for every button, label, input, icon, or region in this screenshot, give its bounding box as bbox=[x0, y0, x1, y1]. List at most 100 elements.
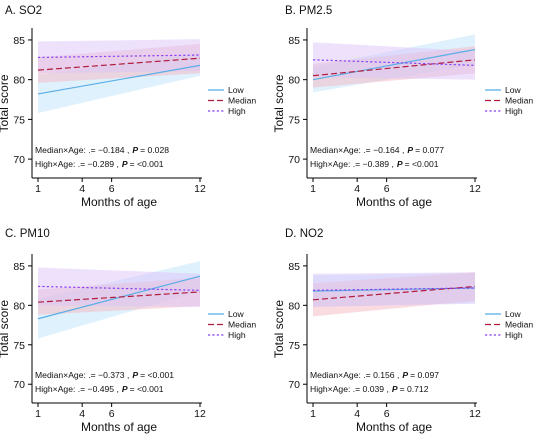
x-tick-label: 12 bbox=[194, 183, 206, 195]
y-tick-label: 70 bbox=[288, 379, 300, 391]
p-value: = 0.028 bbox=[140, 145, 169, 155]
chart-panel-c: C. PM10 1 4 6 12 70 75 80 85 Months of age Total s… bbox=[0, 228, 256, 434]
p-symbol: P bbox=[122, 384, 128, 394]
annotation-label: High×Age: .= −0.289 , bbox=[35, 159, 119, 169]
series-line-high bbox=[312, 59, 476, 66]
legend-label-low: Low bbox=[505, 85, 522, 95]
chart-panel-d: D. NO2 1 4 6 12 70 75 80 85 Months of age Total sc… bbox=[272, 228, 533, 434]
x-axis-label: Months of age bbox=[356, 195, 432, 209]
x-tick-label: 1 bbox=[35, 408, 41, 420]
x-axis-label: Months of age bbox=[81, 420, 157, 434]
legend-label-high: High bbox=[505, 106, 523, 116]
x-tick-label: 6 bbox=[384, 183, 390, 195]
interaction-annotation: Median×Age: .= −0.164 , P = 0.077 bbox=[310, 145, 444, 155]
x-tick-label: 6 bbox=[109, 183, 115, 195]
chart-panel-a: A. SO2 1 4 6 12 70 75 80 85 Months of age Total sc… bbox=[0, 5, 256, 209]
annotation-label: High×Age: .= 0.039 , bbox=[310, 384, 389, 394]
y-axis-label: Total score bbox=[0, 300, 11, 358]
legend-label-median: Median bbox=[228, 320, 256, 330]
legend-label-low: Low bbox=[228, 309, 245, 319]
p-symbol: P bbox=[402, 370, 408, 380]
y-tick-label: 75 bbox=[13, 114, 25, 126]
y-tick-label: 85 bbox=[13, 35, 25, 47]
interaction-annotation: High×Age: .= −0.389 , P = <0.001 bbox=[310, 159, 439, 169]
series-line-median bbox=[312, 59, 476, 77]
p-value: = <0.001 bbox=[405, 159, 439, 169]
y-axis-label: Total score bbox=[272, 300, 286, 358]
series-line-median bbox=[312, 285, 476, 301]
x-tick-label: 12 bbox=[194, 408, 206, 420]
y-tick-label: 80 bbox=[13, 75, 25, 87]
x-tick-label: 1 bbox=[310, 408, 316, 420]
series-line-high bbox=[37, 285, 201, 291]
p-symbol: P bbox=[132, 145, 138, 155]
interaction-annotation: High×Age: .= 0.039 , P = 0.712 bbox=[310, 384, 429, 394]
p-value: = 0.097 bbox=[410, 370, 439, 380]
x-tick-label: 4 bbox=[354, 183, 360, 195]
legend-label-high: High bbox=[228, 330, 246, 340]
y-tick-label: 70 bbox=[13, 154, 25, 166]
p-symbol: P bbox=[397, 159, 403, 169]
interaction-annotation: Median×Age: .= −0.373 , P = <0.001 bbox=[35, 370, 174, 380]
series-line-median bbox=[37, 57, 201, 71]
series-line-low bbox=[312, 48, 476, 81]
legend-label-median: Median bbox=[228, 96, 256, 106]
x-axis-label: Months of age bbox=[81, 195, 157, 209]
panel-title: C. PM10 bbox=[5, 228, 50, 240]
y-tick-label: 85 bbox=[288, 261, 300, 273]
series-line-high bbox=[37, 54, 201, 59]
p-symbol: P bbox=[392, 384, 398, 394]
legend-label-low: Low bbox=[228, 85, 245, 95]
panel-title: D. NO2 bbox=[285, 228, 323, 240]
x-tick-label: 12 bbox=[469, 408, 481, 420]
annotation-label: High×Age: .= −0.495 , bbox=[35, 384, 119, 394]
y-tick-label: 75 bbox=[288, 340, 300, 352]
ci-band-high bbox=[313, 42, 475, 80]
x-tick-label: 4 bbox=[354, 408, 360, 420]
p-value: = <0.001 bbox=[130, 159, 164, 169]
panel-title: B. PM2.5 bbox=[285, 5, 332, 17]
series-line-low bbox=[37, 64, 201, 95]
legend-label-median: Median bbox=[505, 320, 533, 330]
y-tick-label: 75 bbox=[288, 114, 300, 126]
y-tick-label: 75 bbox=[13, 340, 25, 352]
interaction-annotation: Median×Age: .= 0.156 , P = 0.097 bbox=[310, 370, 439, 380]
x-tick-label: 6 bbox=[109, 408, 115, 420]
y-axis-label: Total score bbox=[272, 74, 286, 132]
y-tick-label: 80 bbox=[288, 75, 300, 87]
p-symbol: P bbox=[122, 159, 128, 169]
x-tick-label: 12 bbox=[469, 183, 481, 195]
y-tick-label: 70 bbox=[288, 154, 300, 166]
legend-label-low: Low bbox=[505, 309, 522, 319]
ci-band-high bbox=[38, 267, 200, 307]
annotation-label: High×Age: .= −0.389 , bbox=[310, 159, 394, 169]
y-tick-label: 85 bbox=[288, 35, 300, 47]
interaction-annotation: High×Age: .= −0.289 , P = <0.001 bbox=[35, 159, 164, 169]
p-symbol: P bbox=[132, 370, 138, 380]
p-value: = 0.712 bbox=[400, 384, 429, 394]
series-line-high bbox=[312, 287, 476, 291]
p-value: = <0.001 bbox=[130, 384, 164, 394]
p-value: = <0.001 bbox=[140, 370, 174, 380]
annotation-label: Median×Age: .= −0.373 , bbox=[35, 370, 129, 380]
p-value: = 0.077 bbox=[415, 145, 444, 155]
x-tick-label: 6 bbox=[384, 408, 390, 420]
y-tick-label: 70 bbox=[13, 379, 25, 391]
x-tick-label: 4 bbox=[79, 183, 85, 195]
legend-label-high: High bbox=[505, 330, 523, 340]
annotation-label: Median×Age: .= 0.156 , bbox=[310, 370, 399, 380]
interaction-annotation: High×Age: .= −0.495 , P = <0.001 bbox=[35, 384, 164, 394]
y-tick-label: 85 bbox=[13, 261, 25, 273]
annotation-label: Median×Age: .= −0.184 , bbox=[35, 145, 129, 155]
legend-label-median: Median bbox=[505, 96, 533, 106]
series-line-median bbox=[37, 291, 201, 303]
x-tick-label: 4 bbox=[79, 408, 85, 420]
chart-panel-b: B. PM2.5 1 4 6 12 70 75 80 85 Months of age Total … bbox=[272, 5, 533, 209]
annotation-label: Median×Age: .= −0.164 , bbox=[310, 145, 404, 155]
